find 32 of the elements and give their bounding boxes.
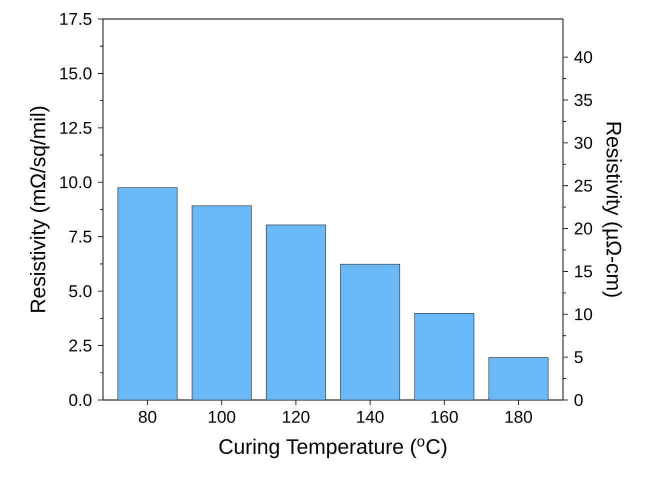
y-axis-title: Resistivity (mΩ/sq/mil) xyxy=(30,106,50,312)
y2-tick-label: 10 xyxy=(575,308,592,320)
bar xyxy=(488,357,548,400)
y2-tick-label: 35 xyxy=(574,94,592,106)
y-tick-label: 12.5 xyxy=(60,122,92,134)
y2-tick-label: 0 xyxy=(574,394,583,406)
x-tick-label: 180 xyxy=(506,410,532,423)
bar xyxy=(414,313,474,400)
y2-tick-label: 20 xyxy=(574,222,592,235)
y2-tick-label: 40 xyxy=(574,51,592,64)
x-axis-title: Curing Temperature ($^{o}$C) xyxy=(219,438,446,458)
y-tick-label: 15.0 xyxy=(60,67,92,80)
y-tick-label: 17.5 xyxy=(60,13,92,25)
y2-tick-label: 25 xyxy=(574,180,592,192)
x-tick-label: 160 xyxy=(431,410,458,423)
y-tick-label: 2.5 xyxy=(69,340,92,352)
x-tick-label: 100 xyxy=(208,410,236,423)
x-tick-label: 120 xyxy=(283,410,310,423)
bar xyxy=(266,224,326,400)
bar xyxy=(118,187,178,400)
y2-tick-label: 15 xyxy=(575,265,592,278)
y2-tick-label: 5 xyxy=(574,351,583,364)
y-tick-label: 0.0 xyxy=(69,394,92,406)
y-tick-label: 5.0 xyxy=(69,285,92,298)
x-tick-label: 80 xyxy=(138,410,156,423)
y-tick-label: 10.0 xyxy=(60,176,92,188)
y-tick-label: 7.5 xyxy=(69,230,92,243)
y2-tick-label: 30 xyxy=(574,136,592,149)
y2-axis-title: Resistivity (µΩ-cm) xyxy=(602,122,622,297)
bar xyxy=(340,264,400,400)
x-tick-label: 140 xyxy=(357,410,384,423)
bar xyxy=(192,205,252,400)
